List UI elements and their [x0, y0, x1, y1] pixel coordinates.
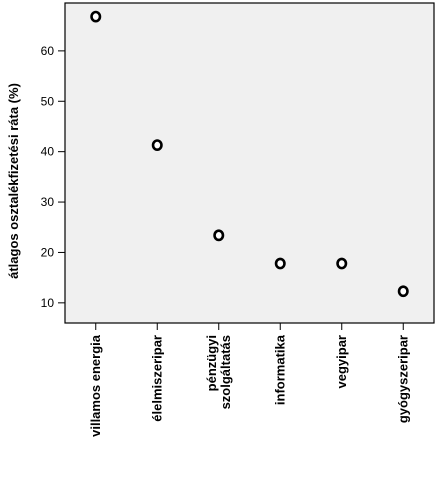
- data-point: [90, 10, 102, 23]
- data-point: [397, 285, 409, 298]
- x-tick-label: informatika: [272, 334, 287, 405]
- data-point: [274, 257, 286, 270]
- y-axis-label: átlagos osztalékfizetési ráta (%): [6, 83, 21, 279]
- x-tick-label: villamos energia: [88, 334, 103, 437]
- x-tick-label: élelmiszeripar: [149, 335, 164, 422]
- y-axis: 10 20 30 40 50 60: [41, 44, 65, 310]
- y-tick-label: 50: [41, 94, 55, 108]
- plot-area: [64, 2, 435, 324]
- y-tick-label: 40: [41, 145, 55, 159]
- x-tick-label: pénzügyi: [204, 335, 219, 391]
- x-tick-label: szolgáltatás: [218, 335, 233, 409]
- x-tick-label: gyógyszeripar: [395, 335, 410, 423]
- y-tick-label: 60: [41, 44, 55, 58]
- y-tick-label: 10: [41, 296, 55, 310]
- x-tick-label: vegyipar: [334, 335, 349, 388]
- y-tick-label: 20: [41, 245, 55, 259]
- data-point: [151, 139, 163, 152]
- x-axis: villamos energia élelmiszeripar pénzügyi sz…: [88, 323, 410, 437]
- data-point: [336, 257, 348, 270]
- data-point: [213, 229, 225, 242]
- data-points: [90, 10, 409, 298]
- y-tick-label: 30: [41, 195, 55, 209]
